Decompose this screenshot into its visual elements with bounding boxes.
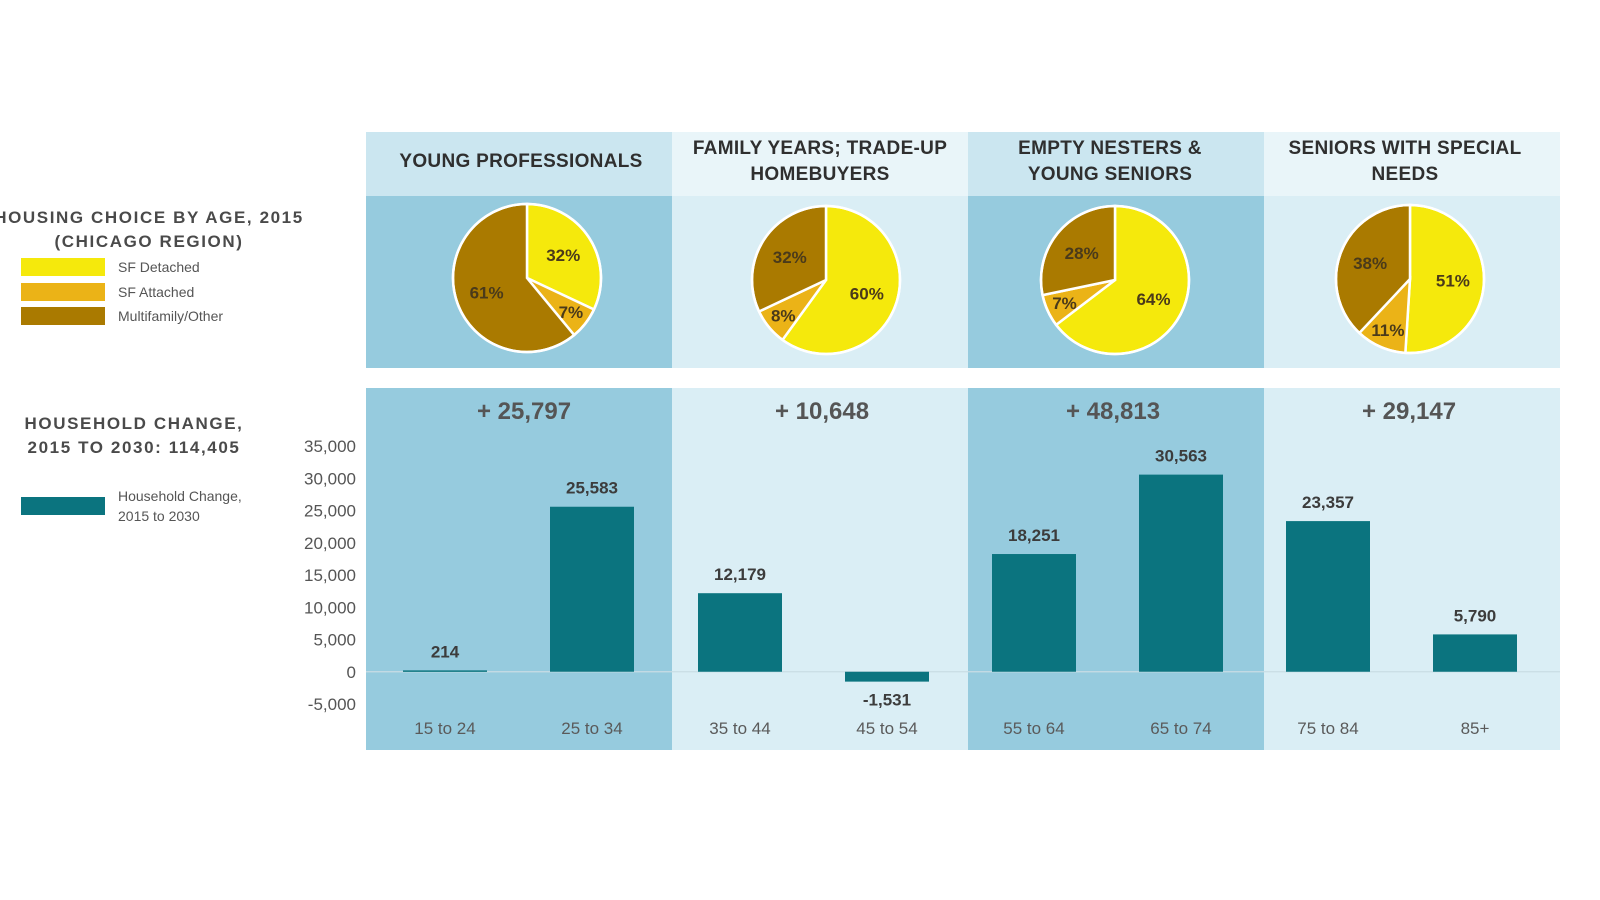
y-tick-label: 20,000	[304, 534, 356, 553]
panel-title-seniors-special-needs: SENIORS WITH SPECIAL NEEDS	[1288, 138, 1522, 185]
bar-65-to-74	[1139, 474, 1223, 672]
panel-header-bg-2	[968, 132, 1264, 196]
legend-label: Multifamily/Other	[118, 308, 224, 324]
bar-35-to-44	[698, 593, 782, 672]
y-tick-label: -5,000	[308, 695, 356, 714]
pie-outline-3	[1334, 203, 1486, 355]
y-tick-label: 5,000	[313, 631, 356, 650]
bar-panel-bg-1	[672, 388, 968, 750]
bar-data-label: 23,357	[1302, 493, 1354, 512]
x-tick-label: 25 to 34	[561, 719, 622, 738]
bar-legend-title: HOUSEHOLD CHANGE, 2015 TO 2030: 114,405	[0, 412, 268, 460]
pie-label-2-sf-detached: 64%	[1136, 290, 1170, 309]
panel-title-empty-nesters: EMPTY NESTERS & YOUNG SENIORS	[1018, 138, 1202, 185]
group-total-label: + 48,813	[1066, 398, 1160, 425]
pie-legend-title-line2: (CHICAGO REGION)	[54, 232, 244, 251]
bar-15-to-24	[403, 670, 487, 672]
bar-legend-label-line1: Household Change,	[118, 488, 242, 504]
bar-legend-title-line1: HOUSEHOLD CHANGE,	[24, 414, 244, 433]
pie-label-2-sf-attached: 7%	[1052, 294, 1077, 313]
legend-label: Household Change, 2015 to 2030	[118, 486, 242, 526]
x-tick-label: 75 to 84	[1297, 719, 1358, 738]
pie-legend-title-line1: HOUSING CHOICE BY AGE, 2015	[0, 208, 304, 227]
bar-45-to-54	[845, 671, 929, 682]
bar-data-label: -1,531	[863, 691, 911, 710]
pie-legend-title: HOUSING CHOICE BY AGE, 2015 (CHICAGO REG…	[0, 206, 308, 254]
y-tick-label: 10,000	[304, 598, 356, 617]
legend-swatch	[21, 307, 105, 325]
y-tick-label: 15,000	[304, 566, 356, 585]
x-tick-label: 85+	[1461, 719, 1490, 738]
pie-label-0-sf-detached: 32%	[546, 246, 580, 265]
legend-swatch	[21, 497, 105, 515]
pie-label-1-sf-detached: 60%	[850, 284, 884, 303]
pie-label-0-multifamily: 61%	[470, 284, 504, 303]
panel-title-family-years: FAMILY YEARS; TRADE-UP HOMEBUYERS	[692, 138, 948, 185]
y-tick-label: 35,000	[304, 437, 356, 456]
group-total-label: + 29,147	[1362, 398, 1456, 425]
x-tick-label: 15 to 24	[414, 719, 475, 738]
bar-85-	[1433, 634, 1517, 672]
y-tick-label: 30,000	[304, 469, 356, 488]
pie-legend-item-multifamily: Multifamily/Other	[21, 306, 223, 326]
group-total-label: + 25,797	[477, 398, 571, 425]
bar-data-label: 12,179	[714, 565, 766, 584]
bar-data-label: 25,583	[566, 479, 618, 498]
x-tick-label: 55 to 64	[1003, 719, 1064, 738]
pie-label-3-sf-detached: 51%	[1436, 271, 1470, 290]
x-tick-label: 35 to 44	[709, 719, 770, 738]
y-tick-label: 25,000	[304, 502, 356, 521]
pie-legend-item-sf-detached: SF Detached	[21, 257, 200, 277]
pie-outline-2	[1039, 204, 1191, 356]
legend-swatch	[21, 258, 105, 276]
panel-header-bg-3	[1264, 132, 1560, 196]
bar-75-to-84	[1286, 521, 1370, 672]
legend-label: SF Attached	[118, 284, 195, 300]
x-tick-label: 45 to 54	[856, 719, 917, 738]
pie-label-3-multifamily: 38%	[1353, 254, 1387, 273]
pie-label-3-sf-attached: 11%	[1371, 321, 1404, 340]
pie-outline-1	[750, 204, 902, 356]
pie-label-1-multifamily: 32%	[773, 248, 807, 267]
y-tick-label: 0	[347, 663, 356, 682]
panel-header-bg-0	[366, 132, 672, 196]
pie-label-1-sf-attached: 8%	[771, 306, 796, 325]
bar-legend-item: Household Change, 2015 to 2030	[21, 486, 242, 526]
bar-data-label: 5,790	[1454, 606, 1497, 625]
pie-legend-item-sf-attached: SF Attached	[21, 282, 194, 302]
bar-legend-label-line2: 2015 to 2030	[118, 508, 200, 524]
pie-label-0-sf-attached: 7%	[559, 303, 584, 322]
pie-outline-0	[451, 202, 603, 354]
bar-legend-title-line2: 2015 TO 2030: 114,405	[27, 438, 241, 457]
panel-header-bg-1	[672, 132, 968, 196]
bar-25-to-34	[550, 506, 634, 672]
x-tick-label: 65 to 74	[1150, 719, 1211, 738]
legend-swatch	[21, 283, 105, 301]
bar-55-to-64	[992, 554, 1076, 672]
group-total-label: + 10,648	[775, 398, 869, 425]
panel-title-young-professionals: YOUNG PROFESSIONALS	[399, 151, 643, 172]
bar-data-label: 18,251	[1008, 526, 1060, 545]
legend-label: SF Detached	[118, 259, 200, 275]
bar-data-label: 30,563	[1155, 447, 1207, 466]
bar-data-label: 214	[431, 642, 460, 661]
pie-label-2-multifamily: 28%	[1065, 244, 1099, 263]
